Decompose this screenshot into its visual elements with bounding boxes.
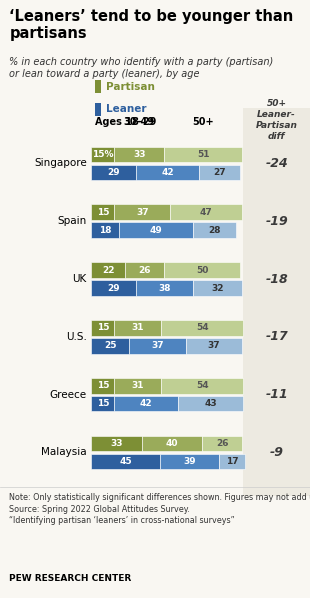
Text: 38: 38 <box>158 283 170 292</box>
Bar <box>186 338 242 353</box>
Bar <box>193 280 242 296</box>
Text: Malaysia: Malaysia <box>41 447 87 457</box>
Bar <box>114 396 178 411</box>
Bar <box>114 205 170 220</box>
Text: 26: 26 <box>216 439 228 448</box>
Bar <box>91 280 135 296</box>
Text: PEW RESEARCH CENTER: PEW RESEARCH CENTER <box>9 574 131 583</box>
Bar <box>125 263 164 278</box>
Bar <box>91 396 114 411</box>
Text: 29: 29 <box>107 283 120 292</box>
Bar <box>193 222 236 238</box>
Text: 42: 42 <box>140 399 153 408</box>
Bar <box>91 164 135 180</box>
Bar <box>91 338 129 353</box>
Text: % in each country who identify with a party (partisan)
or lean toward a party (l: % in each country who identify with a pa… <box>9 57 273 79</box>
Bar <box>161 320 243 335</box>
Bar <box>91 320 114 335</box>
Bar <box>114 378 161 393</box>
Bar <box>129 338 186 353</box>
Text: 40: 40 <box>166 439 178 448</box>
Text: 51: 51 <box>197 150 209 159</box>
Text: 54: 54 <box>196 381 209 390</box>
Text: 50+
Leaner-
Partisan
diff: 50+ Leaner- Partisan diff <box>256 99 298 141</box>
Text: 47: 47 <box>200 208 213 217</box>
Text: 30-49: 30-49 <box>124 117 155 127</box>
Text: -11: -11 <box>265 388 288 401</box>
Text: -9: -9 <box>270 446 284 459</box>
Text: U.S.: U.S. <box>66 332 87 342</box>
Text: 50+: 50+ <box>192 117 214 127</box>
Text: 27: 27 <box>214 168 226 177</box>
Text: 50: 50 <box>196 266 209 274</box>
Text: 32: 32 <box>211 283 224 292</box>
Bar <box>114 320 161 335</box>
Text: 54: 54 <box>196 324 209 332</box>
Text: 33: 33 <box>110 439 123 448</box>
Bar <box>114 147 164 162</box>
Bar <box>178 396 243 411</box>
Bar <box>199 164 240 180</box>
Bar <box>119 222 193 238</box>
Bar <box>91 454 160 469</box>
Text: -24: -24 <box>265 157 288 170</box>
Text: 15: 15 <box>97 324 109 332</box>
Bar <box>160 454 219 469</box>
Bar <box>91 436 142 451</box>
Text: 25: 25 <box>104 341 117 350</box>
Bar <box>91 205 114 220</box>
Text: Greece: Greece <box>50 390 87 399</box>
Text: 26: 26 <box>138 266 151 274</box>
Text: 29: 29 <box>107 168 120 177</box>
Text: 37: 37 <box>136 208 149 217</box>
Bar <box>135 280 193 296</box>
Text: 42: 42 <box>161 168 174 177</box>
Text: 15: 15 <box>97 381 109 390</box>
Bar <box>135 164 199 180</box>
Text: 28: 28 <box>208 225 221 235</box>
Text: 31: 31 <box>131 381 144 390</box>
Text: 15: 15 <box>97 399 109 408</box>
Text: 39: 39 <box>183 457 196 466</box>
Text: 17: 17 <box>226 457 238 466</box>
Text: 33: 33 <box>133 150 146 159</box>
Text: 15: 15 <box>97 208 109 217</box>
Bar <box>164 263 240 278</box>
Text: 43: 43 <box>204 399 217 408</box>
Text: 22: 22 <box>102 266 114 274</box>
Bar <box>91 147 114 162</box>
Text: UK: UK <box>73 274 87 284</box>
Bar <box>95 80 101 93</box>
Text: 37: 37 <box>151 341 164 350</box>
Bar <box>161 378 243 393</box>
Bar <box>91 378 114 393</box>
Text: 45: 45 <box>119 457 132 466</box>
Bar <box>142 436 202 451</box>
Text: 18: 18 <box>99 225 111 235</box>
Text: 37: 37 <box>207 341 220 350</box>
Bar <box>219 454 245 469</box>
Text: 15%: 15% <box>92 150 113 159</box>
Bar <box>243 108 310 496</box>
Text: 31: 31 <box>131 324 144 332</box>
Bar <box>95 103 101 116</box>
Bar <box>91 263 125 278</box>
Bar <box>202 436 242 451</box>
Bar <box>170 205 242 220</box>
Text: -17: -17 <box>265 330 288 343</box>
Text: ‘Leaners’ tend to be younger than
partisans: ‘Leaners’ tend to be younger than partis… <box>9 9 294 41</box>
Text: 49: 49 <box>150 225 162 235</box>
Bar <box>91 222 119 238</box>
Text: Partisan: Partisan <box>106 82 155 91</box>
Text: Ages 18-29: Ages 18-29 <box>95 117 157 127</box>
Text: -18: -18 <box>265 273 288 286</box>
Text: -19: -19 <box>265 215 288 228</box>
Text: Spain: Spain <box>58 216 87 226</box>
Bar <box>164 147 242 162</box>
Text: Leaner: Leaner <box>106 105 147 114</box>
Text: Note: Only statistically significant differences shown. Figures may not add up t: Note: Only statistically significant dif… <box>9 493 310 525</box>
Text: Singapore: Singapore <box>34 158 87 169</box>
